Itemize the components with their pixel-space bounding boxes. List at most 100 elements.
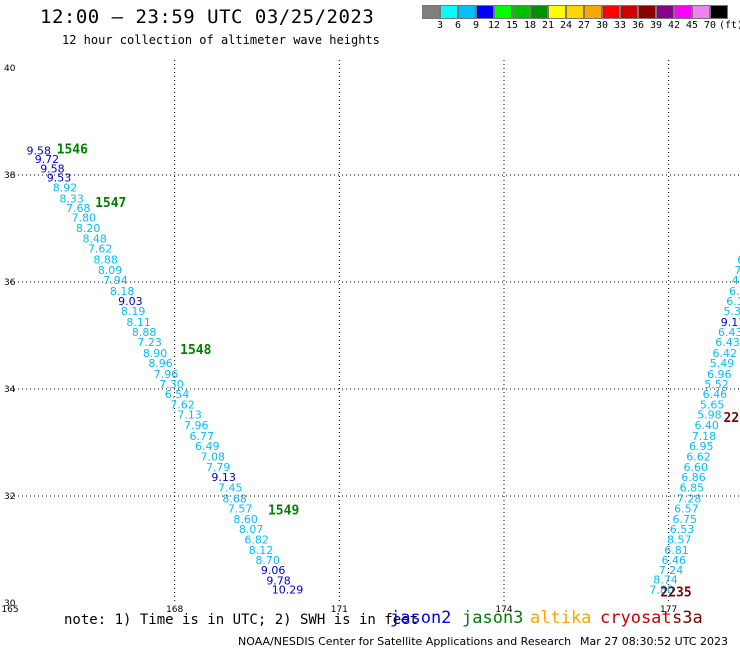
wave-height-value: 9.78 — [266, 574, 291, 587]
wave-height-value: 6.60 — [683, 461, 708, 474]
wave-height-value: 7.94 — [103, 274, 128, 287]
wave-height-value: 6.85 — [680, 482, 705, 495]
colorbar-label: (ft) — [719, 20, 740, 31]
legend-s3a: s3a — [672, 608, 703, 628]
wave-height-value: 7.08 — [200, 451, 225, 464]
wave-height-value: 7.62 — [170, 398, 195, 411]
wave-height-value: 8.74 — [653, 574, 678, 587]
y-tick-label: 38 — [4, 171, 16, 181]
wave-height-value: 8.33 — [59, 192, 84, 205]
wave-height-value: 4.93 — [732, 274, 740, 287]
pass-time-label: 1546 — [57, 143, 88, 158]
legend-jason3: jason3 — [462, 608, 524, 628]
wave-height-value: 5.98 — [697, 408, 722, 421]
wave-height-value: 9.13 — [211, 471, 236, 484]
wave-height-value: 6.22 — [737, 253, 740, 266]
wave-height-value: 7.45 — [218, 482, 243, 495]
pass-time-label: 1548 — [180, 343, 211, 358]
wave-height-value: 6.53 — [670, 523, 695, 536]
wave-height-value: 6.43 — [718, 326, 740, 339]
colorbar-swatch — [602, 5, 620, 19]
wave-height-value: 6.82 — [244, 534, 268, 547]
wave-height-value: 7.24 — [659, 564, 684, 577]
colorbar-label: 36 — [631, 20, 645, 31]
wave-height-value: 6.46 — [703, 388, 728, 401]
x-tick-label: 174 — [495, 605, 512, 615]
wave-height-value: 7.57 — [228, 503, 253, 516]
wave-height-value: 7.96 — [184, 419, 209, 432]
wave-height-value: 7.96 — [154, 368, 179, 381]
pass-time-label: 2234 — [724, 411, 740, 426]
pass-time-label: 1549 — [268, 504, 299, 519]
colorbar-swatch — [674, 5, 692, 19]
y-tick-label: 32 — [4, 492, 15, 502]
colorbar-swatch — [530, 5, 548, 19]
wave-height-value: 5.52 — [704, 378, 729, 391]
colorbar-swatch — [692, 5, 710, 19]
x-tick-label: 177 — [660, 605, 677, 615]
colorbar-label: 30 — [595, 20, 609, 31]
page-subtitle: 12 hour collection of altimeter wave hei… — [62, 33, 380, 47]
colorbar-swatch — [458, 5, 476, 19]
wave-height-value: 8.70 — [255, 554, 280, 567]
colorbar-swatch — [710, 5, 728, 19]
wave-height-value: 6.86 — [681, 471, 706, 484]
colorbar-label: 33 — [613, 20, 627, 31]
colorbar-label: 3 — [436, 20, 444, 31]
colorbar-label: 9 — [472, 20, 480, 31]
colorbar-swatch — [638, 5, 656, 19]
wave-height-value: 7.30 — [159, 378, 184, 391]
wave-height-value: 7.37 — [735, 264, 740, 277]
wave-height-value: 6.75 — [672, 513, 697, 526]
wave-height-value: 6.81 — [664, 544, 689, 557]
colorbar-label: 42 — [667, 20, 681, 31]
wave-height-value: 8.20 — [76, 222, 101, 235]
wave-height-value: 8.57 — [667, 534, 692, 547]
colorbar-swatch — [548, 5, 566, 19]
wave-height-value: 6.89 — [729, 285, 740, 298]
wave-height-value: 6.42 — [713, 347, 738, 360]
wave-height-value: 9.06 — [261, 564, 286, 577]
wave-height-value: 6.77 — [189, 430, 214, 443]
colorbar-label: 18 — [523, 20, 537, 31]
wave-height-value: 9.03 — [118, 295, 143, 308]
wave-height-value: 8.19 — [121, 305, 146, 318]
colorbar-swatch — [422, 5, 440, 19]
colorbar-label: 70 — [703, 20, 717, 31]
wave-height-value: 7.62 — [88, 243, 113, 256]
wave-height-value: 8.88 — [132, 326, 157, 339]
wave-height-value: 5.33 — [724, 305, 740, 318]
wave-height-value: 6.54 — [165, 388, 190, 401]
y-tick-label: 36 — [4, 278, 16, 288]
wave-height-value: 6.17 — [726, 295, 740, 308]
colorbar-label: 39 — [649, 20, 663, 31]
wave-height-value: 6.96 — [707, 368, 732, 381]
x-tick-label: 168 — [166, 605, 183, 615]
colorbar-swatch — [620, 5, 638, 19]
wave-height-value: 7.18 — [692, 430, 717, 443]
colorbar-swatch — [476, 5, 494, 19]
wave-height-value: 7.80 — [649, 583, 674, 596]
colorbar-label: 45 — [685, 20, 699, 31]
colorbar-label: 21 — [541, 20, 555, 31]
wave-height-value: 6.57 — [674, 503, 699, 516]
legend-jason2: jason2 — [390, 608, 452, 628]
wave-height-value: 9.53 — [47, 171, 72, 184]
colorbar-label: 12 — [487, 20, 501, 31]
wave-height-value: 8.12 — [249, 544, 274, 557]
pass-time-label: 2235 — [660, 586, 691, 601]
page-title: 12:00 – 23:59 UTC 03/25/2023 — [40, 6, 375, 28]
colorbar-label: 27 — [577, 20, 591, 31]
y-tick-label: 34 — [4, 385, 16, 395]
wave-height-value: 9.11 — [721, 316, 740, 329]
wave-height-value: 8.68 — [222, 492, 247, 505]
legend-cryosat: cryosat — [600, 608, 672, 628]
wave-height-value: 6.49 — [195, 440, 220, 453]
wave-height-value: 7.80 — [71, 212, 96, 225]
wave-height-value: 7.13 — [177, 408, 202, 421]
wave-height-value: 6.62 — [686, 451, 711, 464]
wave-height-value: 8.09 — [98, 264, 123, 277]
colorbar-swatch — [566, 5, 584, 19]
y-tick-label: 30 — [4, 599, 16, 609]
colorbar-swatch — [494, 5, 512, 19]
